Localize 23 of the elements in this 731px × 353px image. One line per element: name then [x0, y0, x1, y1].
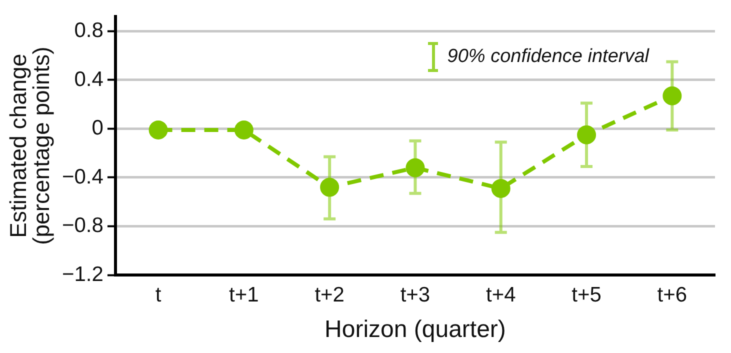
- point: [406, 158, 425, 178]
- x-tick-label: t: [155, 283, 162, 306]
- x-tick-label: t+2: [314, 283, 344, 306]
- annotation: 90% confidence interval: [447, 46, 650, 67]
- point: [491, 178, 510, 198]
- x-tick-label: t+5: [572, 283, 602, 306]
- y-tick-label: −0.8: [62, 214, 104, 238]
- y-tick-label: −0.4: [62, 165, 104, 188]
- y-axis-title: Estimated change (percentage points): [4, 46, 54, 245]
- y-tick-label: 0.4: [74, 68, 104, 91]
- point: [320, 178, 340, 197]
- x-tick-label: t+1: [229, 283, 259, 306]
- point: [148, 120, 168, 140]
- point: [577, 125, 596, 144]
- point: [234, 120, 254, 140]
- x-axis-title: Horizon (quarter): [324, 316, 506, 344]
- y-tick-label: 0: [92, 116, 104, 140]
- point: [662, 86, 682, 106]
- y-tick-label: 0.8: [74, 19, 104, 42]
- x-tick-label: t+6: [657, 283, 688, 306]
- y-tick-label: −1.2: [62, 262, 104, 286]
- x-tick-label: t+4: [486, 283, 516, 306]
- x-tick-label: t+3: [400, 283, 430, 306]
